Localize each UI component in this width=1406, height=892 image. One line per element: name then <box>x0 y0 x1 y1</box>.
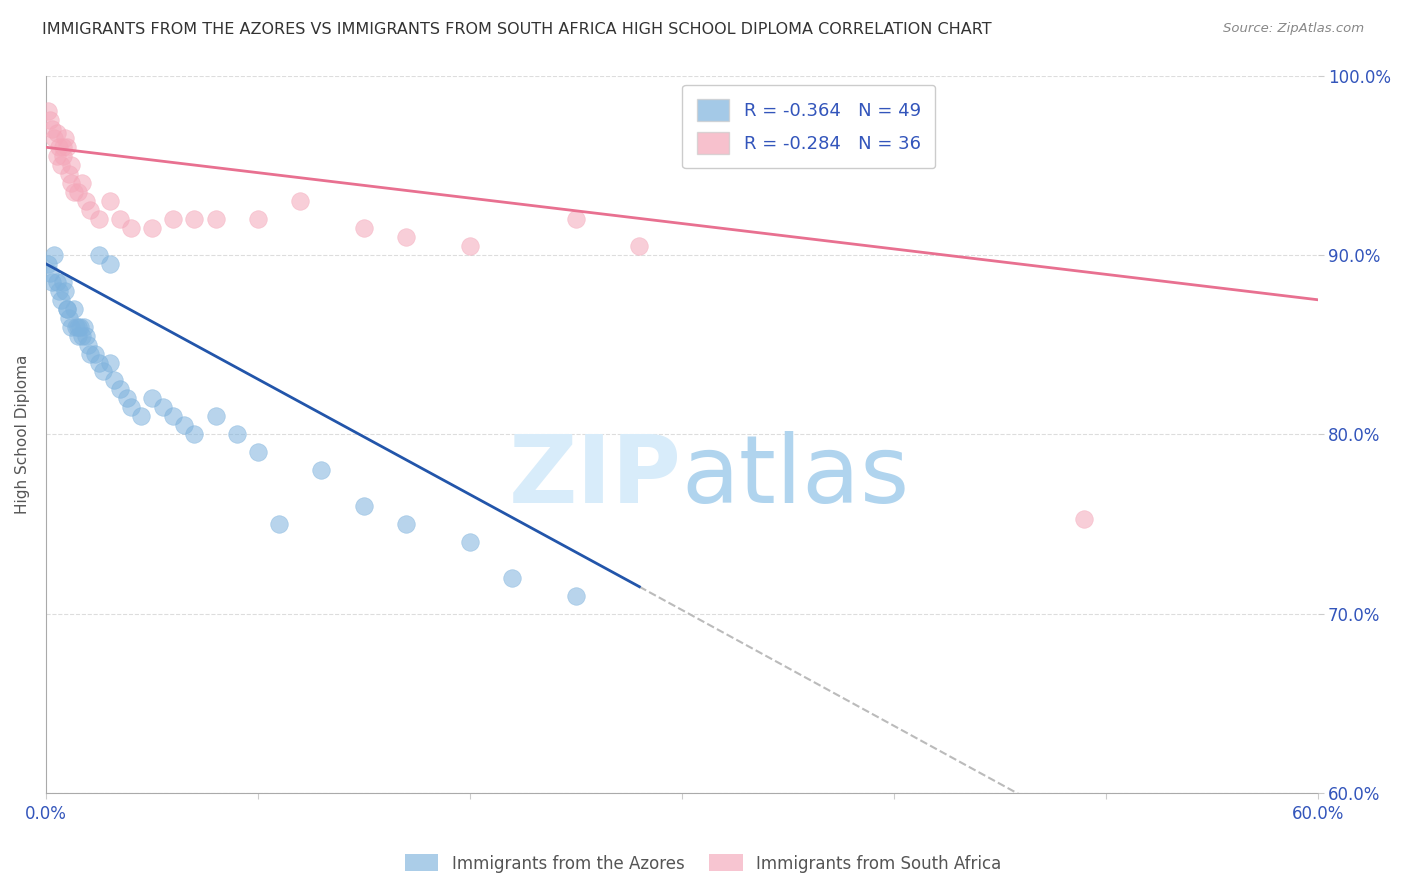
Point <box>45 126 67 140</box>
Point <box>52 140 75 154</box>
Point <box>353 221 375 235</box>
Point <box>77 337 100 351</box>
Point <box>41 275 63 289</box>
Point <box>115 392 138 406</box>
Point <box>69 319 91 334</box>
Point <box>183 427 205 442</box>
Point <box>204 409 226 424</box>
Point <box>183 212 205 227</box>
Point <box>70 328 93 343</box>
Point <box>162 212 184 227</box>
Point <box>98 257 121 271</box>
Point <box>108 212 131 227</box>
Point <box>152 401 174 415</box>
Point <box>37 257 59 271</box>
Point <box>65 319 87 334</box>
Point <box>41 122 63 136</box>
Point <box>58 167 80 181</box>
Text: Source: ZipAtlas.com: Source: ZipAtlas.com <box>1223 22 1364 36</box>
Point <box>108 383 131 397</box>
Point <box>60 319 83 334</box>
Point <box>173 418 195 433</box>
Point <box>246 212 269 227</box>
Point <box>45 275 67 289</box>
Point <box>39 266 62 280</box>
Point <box>66 185 89 199</box>
Point <box>73 319 96 334</box>
Point <box>83 346 105 360</box>
Point <box>56 301 79 316</box>
Point <box>565 212 588 227</box>
Point <box>204 212 226 227</box>
Text: IMMIGRANTS FROM THE AZORES VS IMMIGRANTS FROM SOUTH AFRICA HIGH SCHOOL DIPLOMA C: IMMIGRANTS FROM THE AZORES VS IMMIGRANTS… <box>42 22 991 37</box>
Point <box>87 355 110 369</box>
Point <box>225 427 247 442</box>
Point <box>56 140 79 154</box>
Point <box>45 149 67 163</box>
Point <box>458 239 481 253</box>
Point <box>48 140 70 154</box>
Point <box>56 301 79 316</box>
Point <box>87 212 110 227</box>
Point <box>246 445 269 459</box>
Point <box>75 194 97 208</box>
Point <box>269 516 291 531</box>
Point <box>565 589 588 603</box>
Point <box>44 131 66 145</box>
Point <box>79 346 101 360</box>
Point <box>60 158 83 172</box>
Point <box>98 355 121 369</box>
Legend: Immigrants from the Azores, Immigrants from South Africa: Immigrants from the Azores, Immigrants f… <box>398 847 1008 880</box>
Point <box>53 284 76 298</box>
Point <box>395 516 418 531</box>
Point <box>1073 511 1095 525</box>
Text: atlas: atlas <box>682 432 910 524</box>
Point <box>290 194 312 208</box>
Point <box>66 328 89 343</box>
Y-axis label: High School Diploma: High School Diploma <box>15 354 30 514</box>
Point <box>62 301 84 316</box>
Point <box>48 284 70 298</box>
Point <box>98 194 121 208</box>
Point <box>141 392 163 406</box>
Point <box>62 185 84 199</box>
Point <box>141 221 163 235</box>
Point <box>87 248 110 262</box>
Point <box>79 202 101 217</box>
Point <box>353 499 375 513</box>
Point <box>39 113 62 128</box>
Point <box>44 248 66 262</box>
Point <box>52 275 75 289</box>
Point <box>37 104 59 119</box>
Point <box>52 149 75 163</box>
Point <box>311 463 333 477</box>
Point <box>58 310 80 325</box>
Point <box>458 534 481 549</box>
Legend: R = -0.364   N = 49, R = -0.284   N = 36: R = -0.364 N = 49, R = -0.284 N = 36 <box>682 85 935 169</box>
Point <box>66 319 89 334</box>
Point <box>628 239 651 253</box>
Point <box>49 293 72 307</box>
Point <box>120 401 142 415</box>
Point <box>49 158 72 172</box>
Point <box>70 176 93 190</box>
Point <box>162 409 184 424</box>
Point <box>120 221 142 235</box>
Point <box>60 176 83 190</box>
Point <box>395 230 418 244</box>
Point <box>501 571 523 585</box>
Point <box>75 328 97 343</box>
Text: ZIP: ZIP <box>509 432 682 524</box>
Point <box>103 374 125 388</box>
Point <box>91 364 114 378</box>
Point <box>131 409 153 424</box>
Point <box>53 131 76 145</box>
